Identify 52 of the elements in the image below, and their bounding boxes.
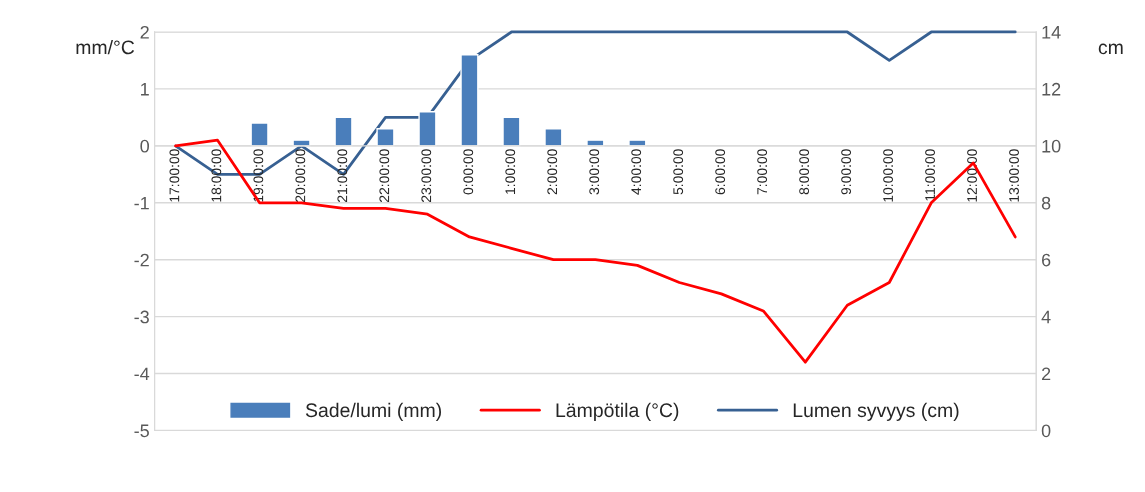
bar: [544, 128, 563, 147]
y-tick-label: 1: [141, 83, 149, 96]
y2-tick-label: 4: [1041, 310, 1051, 324]
x-tick-label: 21:00:00: [337, 149, 348, 202]
bar: [376, 128, 395, 147]
y-tick-label: -3: [134, 310, 149, 324]
x-tick-label: 2:00:00: [547, 149, 558, 195]
x-tick-label: 11:00:00: [925, 149, 935, 201]
bar: [502, 116, 521, 147]
x-tick-label: 5:00:00: [673, 149, 684, 195]
y-axis-title: mm/°C: [76, 39, 135, 55]
x-tick-label: 10:00:00: [883, 149, 894, 202]
x-tick-label: 23:00:00: [421, 149, 432, 202]
legend-label: Lumen syvyys (cm): [793, 402, 959, 421]
bar: [334, 116, 353, 147]
bar: [292, 139, 311, 147]
legend-label: Lämpötila (°C): [556, 402, 679, 421]
x-tick-label: 13:00:00: [1009, 149, 1019, 202]
y2-tick-label: 2: [1041, 367, 1051, 381]
x-tick-label: 8:00:00: [799, 149, 810, 195]
x-tick-label: 6:00:00: [715, 149, 726, 195]
x-tick-label: 1:00:00: [505, 149, 516, 194]
y2-tick-label: 0: [1041, 424, 1051, 438]
legend-label: Sade/lumi (mm): [305, 402, 442, 421]
x-tick-label: 19:00:00: [253, 149, 264, 202]
bar: [586, 139, 605, 147]
y2-axis-title: cm: [1098, 43, 1123, 55]
y-tick-label: -1: [134, 196, 149, 210]
y2-tick-label: 12: [1042, 82, 1061, 96]
y-tick-label: 0: [140, 139, 150, 153]
y-tick-label: -2: [134, 253, 149, 267]
y2-tick-label: 14: [1042, 26, 1061, 39]
bar: [418, 110, 437, 147]
x-tick-label: 12:00:00: [967, 149, 977, 202]
x-tick-label: 20:00:00: [295, 149, 306, 202]
y-tick-label: -5: [134, 424, 149, 438]
x-tick-label: 9:00:00: [841, 149, 852, 195]
x-tick-label: 22:00:00: [379, 149, 390, 202]
x-tick-label: 18:00:00: [211, 149, 222, 202]
x-tick-label: 4:00:00: [631, 149, 642, 195]
y-tick-label: 2: [140, 25, 149, 39]
y2-tick-label: 8: [1041, 196, 1051, 210]
y2-tick-label: 6: [1042, 253, 1051, 267]
bar: [460, 54, 479, 147]
x-tick-label: 3:00:00: [589, 149, 600, 195]
bar: [628, 139, 647, 147]
x-tick-label: 17:00:00: [169, 149, 180, 202]
y-tick-label: -4: [134, 367, 150, 381]
x-tick-label: 0:00:00: [463, 149, 474, 195]
x-tick-label: 7:00:00: [757, 149, 768, 195]
bar: [250, 122, 269, 147]
y2-tick-label: 10: [1042, 139, 1061, 153]
